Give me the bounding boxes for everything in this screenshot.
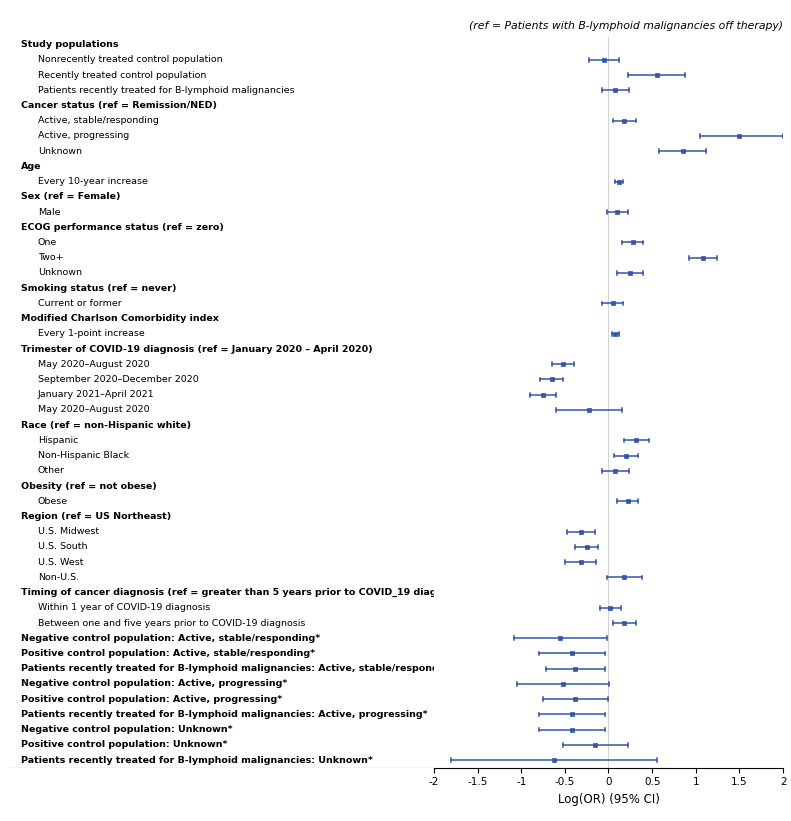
Text: Negative control population: Unknown*: Negative control population: Unknown*: [21, 725, 233, 734]
Text: Study populations: Study populations: [21, 40, 118, 49]
Text: U.S. South: U.S. South: [38, 543, 87, 552]
Text: Nonrecently treated control population: Nonrecently treated control population: [38, 55, 222, 64]
Text: Race (ref = non-Hispanic white): Race (ref = non-Hispanic white): [21, 420, 191, 429]
Text: Two+: Two+: [38, 253, 63, 262]
Text: Active, stable/responding: Active, stable/responding: [38, 116, 159, 125]
Text: Between one and five years prior to COVID-19 diagnosis: Between one and five years prior to COVI…: [38, 618, 305, 627]
Text: U.S. Midwest: U.S. Midwest: [38, 527, 99, 536]
Text: September 2020–December 2020: September 2020–December 2020: [38, 375, 199, 384]
Text: January 2021–April 2021: January 2021–April 2021: [38, 390, 154, 399]
Text: Age: Age: [21, 162, 41, 171]
Text: Patients recently treated for B-lymphoid malignancies: Active, stable/responding: Patients recently treated for B-lymphoid…: [21, 664, 460, 673]
Text: Negative control population: Active, progressing*: Negative control population: Active, pro…: [21, 680, 287, 689]
Text: Within 1 year of COVID-19 diagnosis: Within 1 year of COVID-19 diagnosis: [38, 603, 210, 612]
X-axis label: Log(OR) (95% CI): Log(OR) (95% CI): [558, 793, 660, 806]
Text: Unknown: Unknown: [38, 147, 81, 156]
Text: Positive control population: Unknown*: Positive control population: Unknown*: [21, 741, 227, 750]
Text: One: One: [38, 238, 57, 247]
Text: Obesity (ref = not obese): Obesity (ref = not obese): [21, 481, 157, 490]
Text: Non-Hispanic Black: Non-Hispanic Black: [38, 451, 129, 460]
Text: Patients recently treated for B-lymphoid malignancies: Unknown*: Patients recently treated for B-lymphoid…: [21, 755, 373, 764]
Text: Every 10-year increase: Every 10-year increase: [38, 177, 148, 186]
Text: Cancer status (ref = Remission/NED): Cancer status (ref = Remission/NED): [21, 101, 217, 110]
Text: Negative control population: Active, stable/responding*: Negative control population: Active, sta…: [21, 634, 320, 643]
Text: Every 1-point increase: Every 1-point increase: [38, 329, 145, 338]
Text: Modified Charlson Comorbidity index: Modified Charlson Comorbidity index: [21, 314, 218, 323]
Text: Patients recently treated for B-lymphoid malignancies: Patients recently treated for B-lymphoid…: [38, 85, 294, 94]
Text: May 2020–August 2020: May 2020–August 2020: [38, 360, 149, 369]
Text: Other: Other: [38, 466, 65, 475]
Text: Obese: Obese: [38, 497, 68, 506]
Text: Sex (ref = Female): Sex (ref = Female): [21, 192, 120, 201]
Text: Smoking status (ref = never): Smoking status (ref = never): [21, 283, 176, 292]
Text: Hispanic: Hispanic: [38, 436, 78, 445]
Text: May 2020–August 2020: May 2020–August 2020: [38, 406, 149, 415]
Text: Unknown: Unknown: [38, 268, 81, 277]
Text: Male: Male: [38, 208, 60, 217]
Text: ECOG performance status (ref = zero): ECOG performance status (ref = zero): [21, 222, 224, 232]
Text: U.S. West: U.S. West: [38, 557, 83, 566]
Text: Positive control population: Active, progressing*: Positive control population: Active, pro…: [21, 695, 282, 704]
Text: Positive control population: Active, stable/responding*: Positive control population: Active, sta…: [21, 649, 315, 658]
Text: Non-U.S.: Non-U.S.: [38, 573, 79, 582]
Text: Patients recently treated for B-lymphoid malignancies: Active, progressing*: Patients recently treated for B-lymphoid…: [21, 710, 427, 719]
Text: Recently treated control population: Recently treated control population: [38, 71, 206, 80]
Text: Trimester of COVID-19 diagnosis (ref = January 2020 – April 2020): Trimester of COVID-19 diagnosis (ref = J…: [21, 345, 373, 354]
Text: Active, progressing: Active, progressing: [38, 131, 129, 140]
Text: Region (ref = US Northeast): Region (ref = US Northeast): [21, 512, 171, 521]
Text: Current or former: Current or former: [38, 299, 122, 308]
Text: Timing of cancer diagnosis (ref = greater than 5 years prior to COVID_19 diagnos: Timing of cancer diagnosis (ref = greate…: [21, 588, 468, 597]
Text: (ref = Patients with B-lymphoid malignancies off therapy): (ref = Patients with B-lymphoid malignan…: [469, 21, 783, 30]
